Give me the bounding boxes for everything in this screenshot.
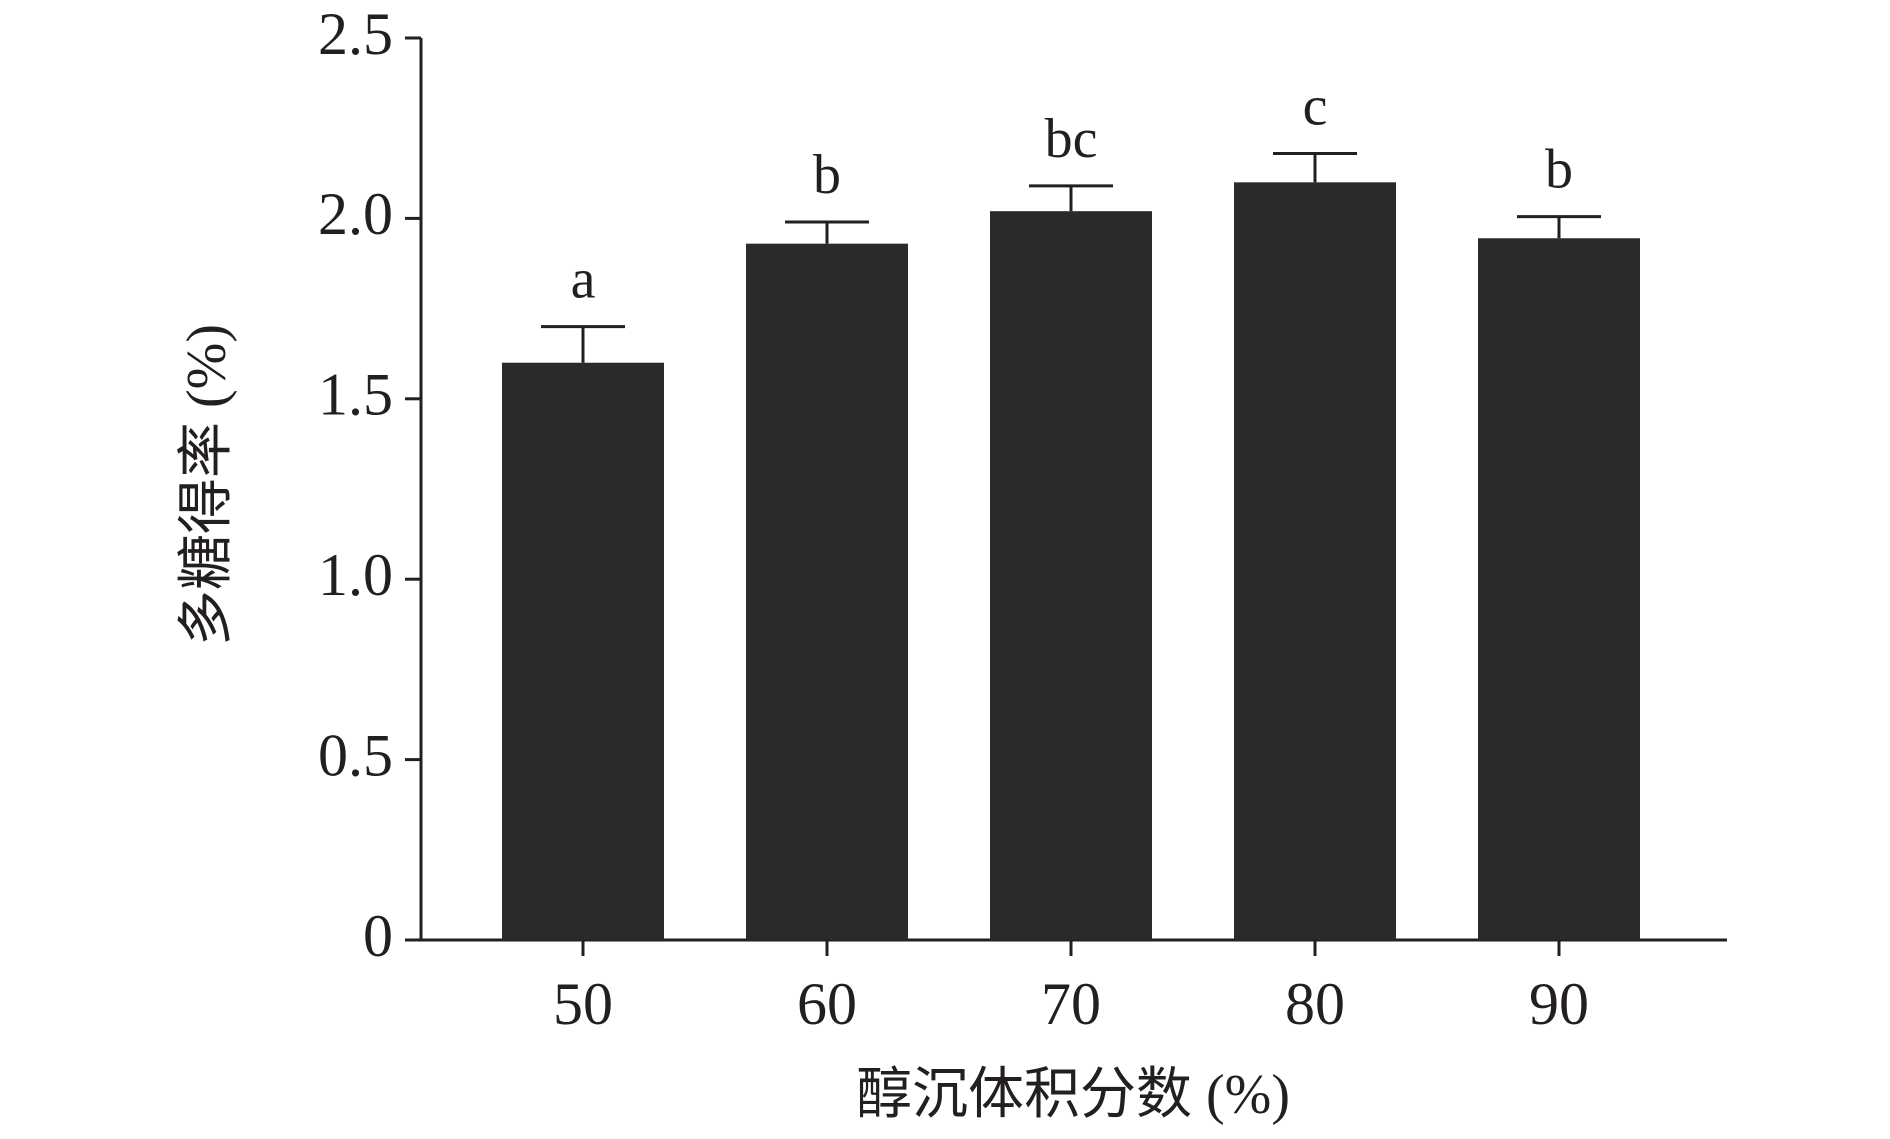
significance-label: c: [1303, 75, 1328, 137]
x-axis-title: 醇沉体积分数 (%): [856, 1064, 1290, 1126]
significance-label: a: [571, 248, 596, 310]
bar: [990, 211, 1152, 940]
bar: [1234, 182, 1396, 940]
error-bar: [1517, 215, 1601, 239]
y-tick-label: 2.0: [318, 181, 393, 247]
significance-label: b: [1545, 138, 1573, 200]
bar: [1478, 238, 1640, 940]
error-bar: [785, 220, 869, 244]
y-tick-label: 1.0: [318, 542, 393, 608]
x-tick-label: 50: [553, 971, 613, 1037]
y-tick-label: 2.5: [318, 1, 393, 67]
significance-label: bc: [1045, 108, 1098, 170]
x-tick-label: 60: [797, 971, 857, 1037]
y-tick-label: 1.5: [318, 362, 393, 428]
error-bar: [1029, 184, 1113, 212]
y-axis-title: 多糖得率 (%): [176, 324, 238, 646]
error-bar: [1273, 151, 1357, 183]
y-tick-label: 0: [363, 903, 393, 969]
x-tick-label: 90: [1529, 971, 1589, 1037]
x-tick-label: 70: [1041, 971, 1101, 1037]
x-tick-label: 80: [1285, 971, 1345, 1037]
bar: [502, 362, 664, 941]
y-tick-label: 0.5: [318, 722, 393, 788]
significance-label: b: [813, 144, 841, 206]
error-bar: [541, 325, 625, 363]
bar: [746, 243, 908, 940]
